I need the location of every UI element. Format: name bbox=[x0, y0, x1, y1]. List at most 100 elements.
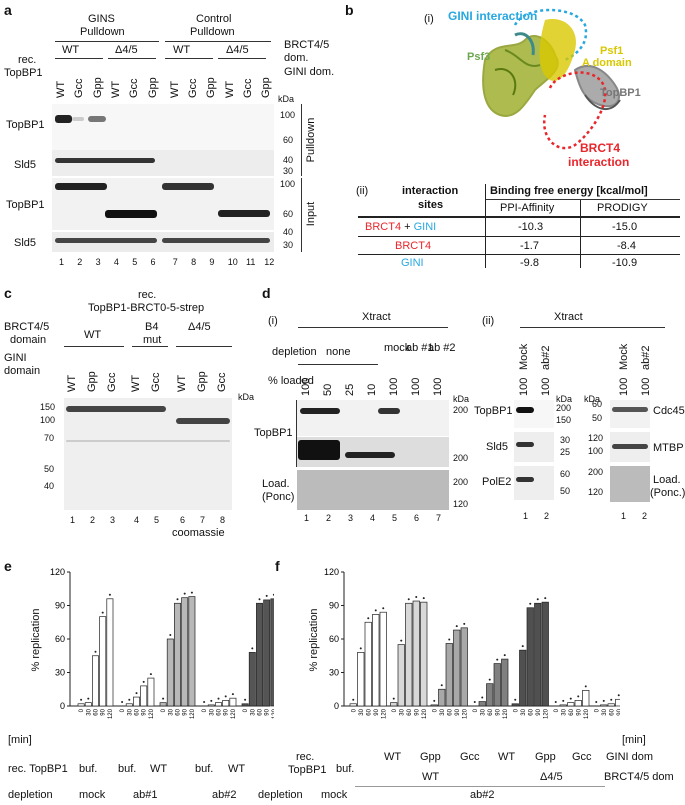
data-point bbox=[407, 598, 410, 601]
data-point bbox=[367, 617, 370, 620]
depletion-ab2: ab #2 bbox=[428, 342, 456, 354]
lane-number: 7 bbox=[436, 513, 442, 523]
lane-label: WT bbox=[168, 80, 181, 98]
row1-site: BRCT4 + GINI bbox=[365, 221, 437, 233]
marker: 70 bbox=[44, 433, 55, 443]
marker: 50 bbox=[592, 413, 603, 423]
lane-number: 11 bbox=[246, 257, 256, 267]
bar bbox=[99, 616, 107, 707]
x-tick-label: 30 bbox=[359, 708, 365, 715]
rec-label: rec. bbox=[18, 54, 37, 66]
x-tick-label: 0 bbox=[594, 708, 600, 712]
data-point bbox=[400, 639, 403, 642]
bar bbox=[222, 700, 230, 707]
th-prodigy: PRODIGY bbox=[597, 202, 648, 214]
data-point bbox=[584, 685, 587, 688]
data-point bbox=[203, 701, 206, 703]
bar bbox=[574, 700, 582, 707]
x-tick-label: 120 bbox=[190, 708, 196, 719]
marker: 200 bbox=[556, 403, 572, 413]
ponc-label: (Ponc) bbox=[262, 491, 295, 503]
lane-label: Gcc bbox=[73, 78, 86, 98]
x-tick-label: 90 bbox=[576, 708, 582, 715]
row1-prodigy: -15.0 bbox=[612, 221, 638, 233]
x-tick-label: 30 bbox=[521, 708, 527, 715]
x-tick-label: 30 bbox=[250, 708, 256, 715]
gini-value: WT bbox=[498, 751, 516, 763]
data-point bbox=[514, 698, 517, 701]
data-point bbox=[176, 598, 179, 601]
lane-label: Gcc bbox=[150, 372, 162, 392]
row3-prodigy: -10.9 bbox=[612, 257, 638, 269]
f-brct-dom: BRCT4/5 dom bbox=[604, 771, 674, 783]
data-point bbox=[135, 692, 138, 695]
lane-label: WT bbox=[55, 80, 67, 98]
bar bbox=[248, 652, 256, 707]
lane-number: 6 bbox=[180, 515, 186, 525]
x-tick-label: 30 bbox=[440, 708, 446, 715]
label-ii: (ii) bbox=[356, 185, 369, 197]
depletion-none: none bbox=[326, 346, 351, 358]
c-group-wt: WT bbox=[84, 329, 102, 341]
ii-row: Sld5 bbox=[486, 441, 509, 453]
x-tick-label: 90 bbox=[224, 708, 230, 715]
lane-number: 2 bbox=[326, 513, 332, 523]
data-point bbox=[224, 695, 227, 698]
y-tick-label: 60 bbox=[55, 634, 65, 644]
x-tick-label: 0 bbox=[351, 708, 357, 712]
y-tick-label: 120 bbox=[324, 567, 339, 577]
marker: 50 bbox=[560, 486, 571, 496]
bar bbox=[84, 702, 92, 707]
data-point bbox=[503, 654, 506, 657]
data-point bbox=[169, 634, 172, 636]
bar bbox=[263, 599, 271, 707]
bar bbox=[372, 614, 380, 707]
val-ii: 100 bbox=[618, 377, 630, 396]
data-point bbox=[455, 625, 458, 628]
marker: 40 bbox=[283, 227, 294, 237]
data-point bbox=[374, 609, 377, 612]
blot-pulldown-topbp1 bbox=[52, 104, 274, 150]
x-tick-label: 60 bbox=[258, 708, 264, 715]
x-tick-label: 30 bbox=[602, 708, 608, 715]
lane-label: Gpp bbox=[205, 77, 218, 98]
x-tick-label: 30 bbox=[127, 708, 133, 715]
marker: 100 bbox=[280, 110, 296, 120]
data-point bbox=[217, 697, 220, 700]
x-tick-label: 120 bbox=[231, 708, 237, 719]
data-point bbox=[190, 591, 193, 594]
bar bbox=[188, 596, 196, 707]
depletion-mock: mock bbox=[384, 342, 411, 354]
x-tick-label: 60 bbox=[176, 708, 182, 715]
rec-value: WT bbox=[228, 763, 246, 775]
bar bbox=[174, 602, 181, 707]
marker: 120 bbox=[588, 487, 604, 497]
loaded-value: 100 bbox=[388, 377, 400, 396]
lane-number: 2 bbox=[544, 511, 550, 521]
bar bbox=[600, 704, 608, 707]
x-tick-label: 120 bbox=[543, 708, 549, 719]
row3-ppi: -9.8 bbox=[520, 257, 539, 269]
psf1-label: Psf1 bbox=[600, 45, 624, 57]
marker: 200 bbox=[453, 477, 469, 487]
lane-label: Gcc bbox=[106, 372, 118, 392]
lane-number: 4 bbox=[370, 513, 376, 523]
bar bbox=[559, 704, 567, 707]
bar bbox=[397, 644, 405, 707]
f-depletion-label: depletion bbox=[258, 789, 303, 801]
kda-label: kDa bbox=[278, 94, 295, 104]
data-point bbox=[359, 647, 362, 650]
lane-label: Gcc bbox=[216, 372, 228, 392]
bar bbox=[357, 652, 365, 707]
lane-number: 10 bbox=[227, 257, 238, 267]
depletion-ab1: ab #1 bbox=[406, 342, 434, 354]
data-point bbox=[544, 597, 547, 600]
lane-label: Gpp bbox=[146, 77, 159, 98]
x-tick-label: 60 bbox=[609, 708, 615, 715]
row-topbp1-in: TopBP1 bbox=[6, 199, 45, 211]
control-subtitle: Pulldown bbox=[190, 26, 235, 38]
lane-label: Gcc bbox=[242, 78, 254, 98]
bar bbox=[405, 602, 413, 707]
lane-number: 5 bbox=[154, 515, 160, 525]
